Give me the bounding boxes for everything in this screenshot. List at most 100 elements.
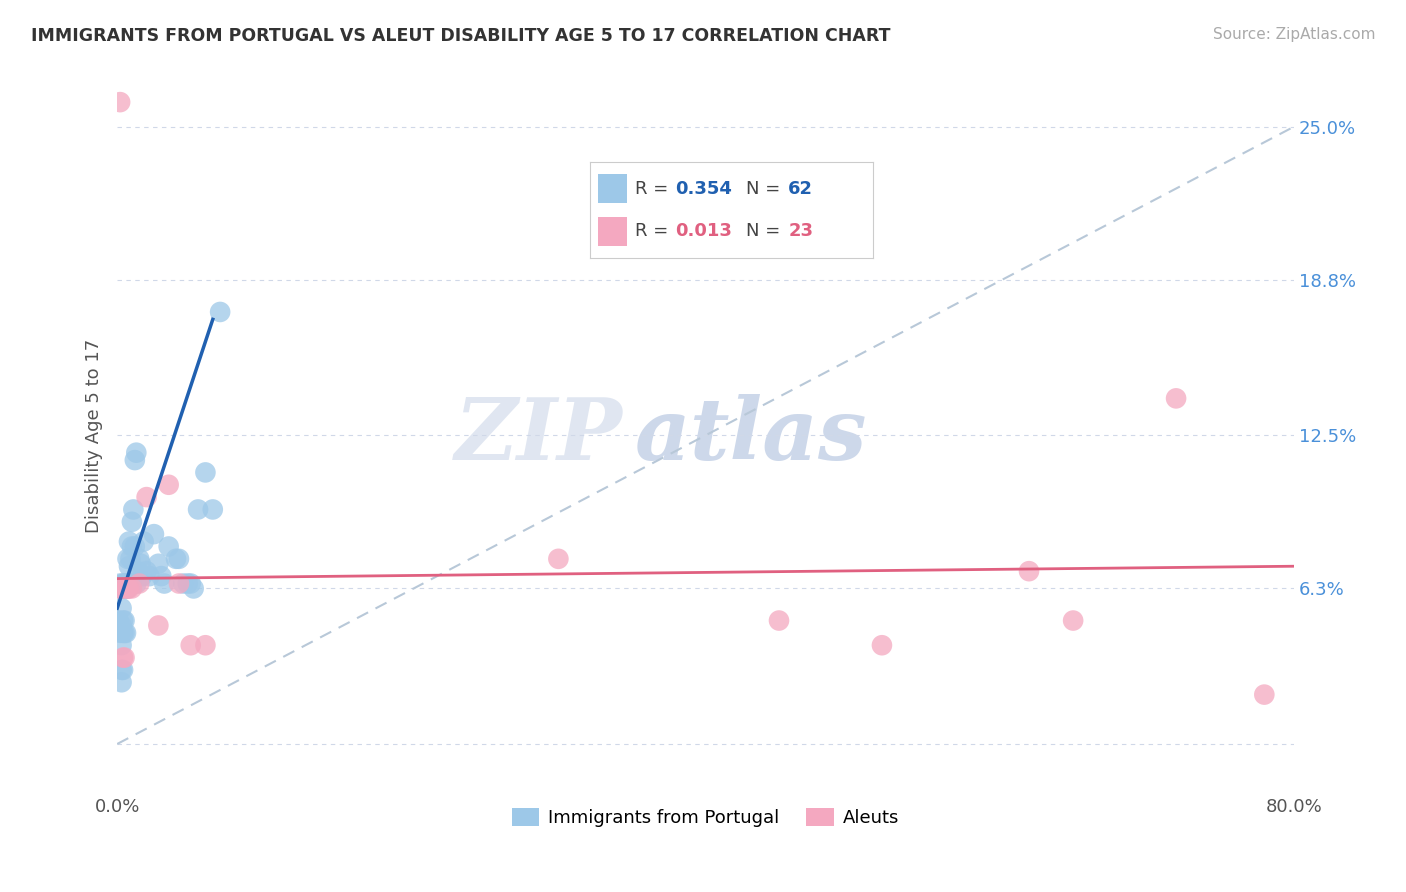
Point xyxy=(118,582,141,596)
Point xyxy=(1253,688,1275,702)
Point xyxy=(148,557,170,571)
Point xyxy=(547,551,569,566)
Point xyxy=(108,626,131,640)
Point xyxy=(114,582,136,596)
Point xyxy=(183,582,205,596)
Point xyxy=(148,618,170,632)
Point xyxy=(167,576,190,591)
Point xyxy=(187,502,209,516)
Text: N =: N = xyxy=(745,180,786,198)
Point xyxy=(114,650,136,665)
Point xyxy=(115,582,138,596)
Point xyxy=(112,650,135,665)
Point xyxy=(1164,392,1187,406)
Point xyxy=(108,582,131,596)
Point xyxy=(107,582,129,596)
Point xyxy=(110,618,132,632)
Point xyxy=(107,614,129,628)
Point xyxy=(768,614,790,628)
Point xyxy=(201,502,224,516)
Point xyxy=(209,305,232,319)
Text: R =: R = xyxy=(636,180,673,198)
Point xyxy=(138,569,160,583)
Point xyxy=(110,638,132,652)
Point xyxy=(125,445,148,459)
Point xyxy=(122,502,145,516)
Point xyxy=(870,638,893,652)
Point xyxy=(110,675,132,690)
Point xyxy=(121,582,143,596)
Point xyxy=(114,614,136,628)
Point xyxy=(132,534,155,549)
Text: Source: ZipAtlas.com: Source: ZipAtlas.com xyxy=(1212,27,1375,42)
Point xyxy=(115,626,138,640)
Point xyxy=(128,576,150,591)
Point xyxy=(115,576,138,591)
Point xyxy=(118,576,141,591)
Text: atlas: atlas xyxy=(636,393,868,477)
Point xyxy=(172,576,194,591)
Point xyxy=(112,626,135,640)
Point xyxy=(129,557,152,571)
Point xyxy=(117,576,139,591)
Point xyxy=(117,582,139,596)
Point xyxy=(112,614,135,628)
Point xyxy=(120,551,142,566)
Point xyxy=(112,663,135,677)
Point xyxy=(112,582,135,596)
Legend: Immigrants from Portugal, Aleuts: Immigrants from Portugal, Aleuts xyxy=(505,801,905,834)
Y-axis label: Disability Age 5 to 17: Disability Age 5 to 17 xyxy=(86,338,103,533)
Text: N =: N = xyxy=(745,222,786,240)
Point xyxy=(115,582,138,596)
Point xyxy=(153,576,176,591)
Point xyxy=(157,540,180,554)
Point xyxy=(117,551,139,566)
Text: 0.354: 0.354 xyxy=(675,180,731,198)
Point xyxy=(110,601,132,615)
Point xyxy=(167,551,190,566)
Point xyxy=(142,527,165,541)
Point xyxy=(117,582,139,596)
Point xyxy=(135,490,157,504)
Point xyxy=(121,515,143,529)
Point xyxy=(128,551,150,566)
Point xyxy=(124,453,146,467)
Text: 0.013: 0.013 xyxy=(675,222,731,240)
Text: 23: 23 xyxy=(789,222,813,240)
Point xyxy=(127,564,149,578)
Point xyxy=(135,564,157,578)
Text: ZIP: ZIP xyxy=(456,393,623,477)
Point xyxy=(115,576,138,591)
FancyBboxPatch shape xyxy=(599,175,627,203)
Point xyxy=(177,576,200,591)
Point xyxy=(131,569,153,583)
FancyBboxPatch shape xyxy=(599,217,627,245)
Point xyxy=(150,569,173,583)
Point xyxy=(194,638,217,652)
Point xyxy=(108,576,131,591)
Point xyxy=(157,477,180,491)
Point xyxy=(194,466,217,480)
Point xyxy=(118,534,141,549)
Point xyxy=(124,540,146,554)
Point xyxy=(114,576,136,591)
Point xyxy=(110,582,132,596)
Point xyxy=(110,582,132,596)
Point xyxy=(121,540,143,554)
Point xyxy=(1062,614,1084,628)
Point xyxy=(165,551,187,566)
Text: IMMIGRANTS FROM PORTUGAL VS ALEUT DISABILITY AGE 5 TO 17 CORRELATION CHART: IMMIGRANTS FROM PORTUGAL VS ALEUT DISABI… xyxy=(31,27,890,45)
Point xyxy=(118,559,141,574)
Point xyxy=(114,626,136,640)
Text: 62: 62 xyxy=(789,180,813,198)
Text: R =: R = xyxy=(636,222,673,240)
Point xyxy=(180,638,202,652)
Point xyxy=(180,576,202,591)
Point xyxy=(112,576,135,591)
Point xyxy=(121,576,143,591)
Point xyxy=(110,663,132,677)
Point xyxy=(125,576,148,591)
Point xyxy=(108,95,131,109)
Point xyxy=(120,576,142,591)
Point xyxy=(110,582,132,596)
